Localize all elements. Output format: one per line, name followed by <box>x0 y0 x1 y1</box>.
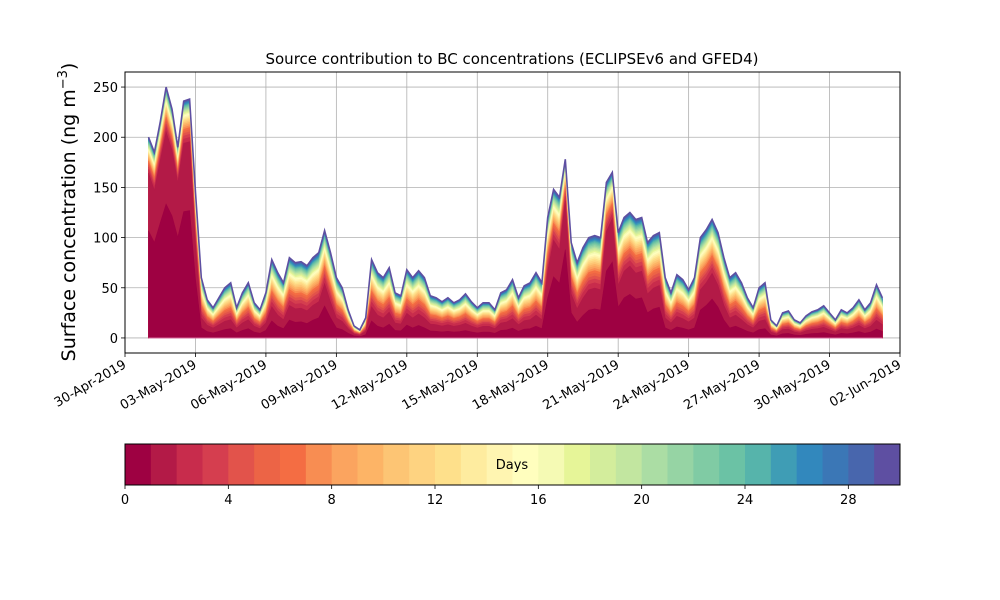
colorbar-swatch-27 <box>822 444 849 485</box>
area-layer-day-12 <box>148 106 883 339</box>
colorbar-swatch-26 <box>796 444 823 485</box>
colorbar-tick-label: 24 <box>737 493 754 508</box>
y-tick-label: 100 <box>93 232 118 247</box>
chart-title: Source contribution to BC concentrations… <box>265 50 758 68</box>
colorbar-swatch-4 <box>228 444 255 485</box>
colorbar-tick-label: 16 <box>530 493 547 508</box>
colorbar-swatch-23 <box>719 444 746 485</box>
x-tick-label: 15-May-2019 <box>400 357 482 413</box>
colorbar-swatch-24 <box>745 444 772 485</box>
colorbar-swatch-18 <box>590 444 617 485</box>
x-axis-ticks: 30-Apr-201903-May-201906-May-201909-May-… <box>52 353 904 413</box>
colorbar-label: Days <box>496 458 529 473</box>
colorbar-tick-label: 12 <box>427 493 444 508</box>
colorbar-swatch-28 <box>848 444 875 485</box>
area-layer-day-5 <box>148 119 883 339</box>
area-layer-day-1 <box>148 130 883 339</box>
area-layer-day-4 <box>148 121 883 339</box>
colorbar-swatch-9 <box>357 444 384 485</box>
y-tick-label: 0 <box>110 332 118 347</box>
y-axis-label-close: ) <box>58 63 80 70</box>
y-tick-label: 150 <box>93 181 118 196</box>
colorbar-tick-label: 8 <box>328 493 336 508</box>
colorbar-swatch-17 <box>564 444 591 485</box>
y-tick-label: 200 <box>93 131 118 146</box>
x-tick-label: 21-May-2019 <box>541 357 623 413</box>
colorbar-swatch-1 <box>150 444 178 485</box>
colorbar-swatch-22 <box>693 444 720 485</box>
colorbar-tick-label: 28 <box>840 493 857 508</box>
y-axis-label-exponent: −3 <box>56 70 71 89</box>
x-tick-label: 24-May-2019 <box>611 357 693 413</box>
colorbar-swatch-5 <box>254 444 281 485</box>
x-tick-label: 02-Jun-2019 <box>827 357 904 410</box>
colorbar-swatch-25 <box>770 444 798 485</box>
colorbar-swatch-21 <box>667 444 694 485</box>
colorbar <box>125 444 901 485</box>
stacked-areas <box>147 86 884 339</box>
x-tick-label: 03-May-2019 <box>118 357 200 413</box>
colorbar-swatch-15 <box>512 444 539 485</box>
colorbar-tick-label: 20 <box>633 493 650 508</box>
x-tick-label: 30-May-2019 <box>752 357 834 413</box>
x-tick-label: 30-Apr-2019 <box>52 357 129 410</box>
y-axis-label-main: Surface concentration (ng m <box>58 89 80 361</box>
y-tick-label: 250 <box>93 81 118 96</box>
colorbar-swatch-20 <box>641 444 668 485</box>
colorbar-swatch-6 <box>280 444 307 485</box>
x-tick-label: 06-May-2019 <box>188 357 270 413</box>
colorbar-swatch-11 <box>409 444 436 485</box>
x-tick-label: 12-May-2019 <box>329 357 411 413</box>
colorbar-swatch-14 <box>486 444 513 485</box>
area-layer-day-0 <box>148 203 883 339</box>
colorbar-tick-label: 4 <box>224 493 232 508</box>
total-series-line <box>147 86 884 332</box>
colorbar-swatch-10 <box>383 444 410 485</box>
colorbar-ticks: 0 4 8 12 16 20 24 28 <box>121 485 857 508</box>
x-tick-label: 09-May-2019 <box>259 357 341 413</box>
colorbar-swatch-16 <box>538 444 565 485</box>
colorbar-swatch-12 <box>435 444 462 485</box>
x-tick-label: 27-May-2019 <box>681 357 763 413</box>
plot-frame <box>124 71 901 354</box>
colorbar-swatch-29 <box>874 444 901 485</box>
colorbar-swatch-0 <box>125 444 152 485</box>
colorbar-swatch-3 <box>202 444 229 485</box>
colorbar-swatch-2 <box>176 444 203 485</box>
x-tick-label: 18-May-2019 <box>470 357 552 413</box>
area-layer-day-2 <box>148 126 883 339</box>
area-layer-day-3 <box>148 124 883 339</box>
y-axis-label: Surface concentration (ng m−3) <box>56 63 80 362</box>
colorbar-swatch-13 <box>460 444 488 485</box>
y-tick-label: 50 <box>101 282 118 297</box>
colorbar-frame <box>124 443 901 486</box>
colorbar-swatch-19 <box>615 444 643 485</box>
colorbar-tick-label: 0 <box>121 493 129 508</box>
colorbar-swatch-8 <box>331 444 358 485</box>
y-axis-ticks: 0 50 100 150 200 250 <box>93 81 125 347</box>
colorbar-swatch-7 <box>305 444 333 485</box>
